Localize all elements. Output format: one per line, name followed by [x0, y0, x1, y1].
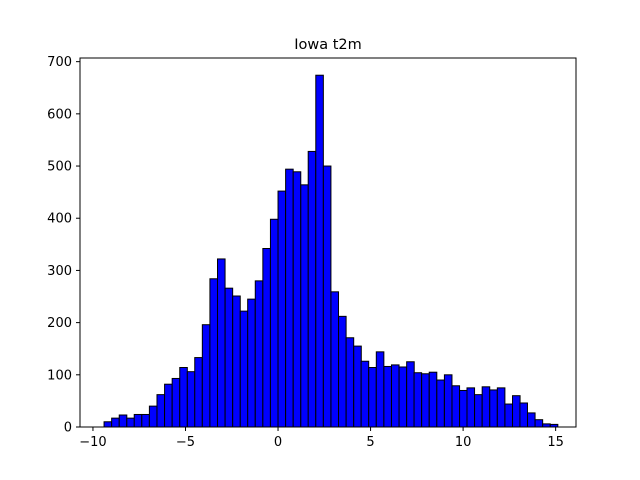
histogram-bar: [398, 366, 408, 428]
x-tick-label: 15: [547, 435, 564, 450]
histogram-bar: [512, 395, 521, 428]
histogram-bar: [428, 371, 438, 428]
histogram-bar: [254, 280, 264, 428]
histogram-bar: [148, 405, 158, 428]
histogram-bar: [111, 417, 120, 428]
chart-title: Iowa t2m: [294, 37, 362, 53]
y-tick-label: 200: [47, 316, 72, 331]
histogram-bar: [186, 371, 196, 428]
histogram-bar: [118, 414, 128, 428]
histogram-bar: [126, 417, 135, 428]
y-tick-label: 500: [47, 160, 72, 175]
histogram-bar: [534, 419, 544, 428]
histogram-bar: [360, 360, 370, 428]
y-tick-label: 600: [47, 107, 72, 122]
histogram-bar: [201, 324, 211, 428]
histogram-bar: [269, 218, 279, 428]
histogram-bar: [239, 310, 249, 428]
x-tick-label: 0: [274, 435, 282, 450]
x-tick-label: 5: [366, 435, 374, 450]
histogram-bar: [133, 413, 143, 428]
histogram-bar: [466, 387, 476, 428]
histogram-bar: [171, 377, 181, 428]
histogram-bar: [519, 402, 528, 428]
histogram-bar: [459, 389, 468, 428]
histogram-bar: [353, 345, 362, 428]
histogram-bar: [292, 171, 302, 428]
histogram-bar: [338, 315, 347, 428]
histogram-bar: [322, 165, 332, 428]
y-tick-label: 700: [47, 55, 72, 70]
histogram-bar: [300, 184, 309, 428]
histogram-bar: [421, 373, 430, 428]
histogram-bar: [527, 412, 536, 428]
y-tick-label: 400: [47, 212, 72, 227]
histogram-bar: [481, 386, 491, 428]
histogram-bar: [307, 150, 317, 428]
histogram-bar: [390, 364, 400, 428]
histogram-bar: [209, 278, 218, 428]
histogram-bar: [277, 190, 287, 428]
plot-area-frame: [79, 57, 577, 428]
histogram-bar: [443, 374, 453, 428]
histogram-bar: [496, 387, 506, 428]
histogram-bar: [232, 295, 241, 428]
histogram-bar: [451, 385, 461, 428]
histogram-bar: [179, 367, 188, 428]
histogram-bar: [413, 372, 423, 428]
histogram-bar: [164, 383, 173, 428]
histogram-bar: [330, 291, 340, 428]
y-tick-label: 0: [64, 421, 72, 436]
histogram-bar: [141, 413, 150, 428]
histogram-bar: [504, 403, 513, 428]
histogram-bar: [315, 74, 324, 428]
histogram-bar: [262, 248, 271, 428]
y-tick-label: 300: [47, 264, 72, 279]
histogram-bar: [375, 351, 385, 428]
histogram-bar: [285, 168, 294, 428]
x-tick-label: 10: [455, 435, 472, 450]
histogram-bar: [406, 361, 415, 428]
x-axis-ticks: −10 −5 0 5 10 15: [79, 427, 564, 450]
histogram-bar: [383, 365, 392, 428]
histogram-bar: [474, 394, 483, 428]
histogram-bar: [194, 357, 203, 428]
histogram-bar: [103, 421, 113, 428]
histogram-bar: [436, 379, 445, 428]
histogram-bar: [345, 337, 355, 428]
histogram-bar: [156, 394, 166, 428]
histogram-bar: [368, 367, 377, 428]
y-axis-ticks: 0 100 200 300 400 500 600 700: [47, 55, 80, 436]
histogram-bar: [217, 258, 226, 428]
histogram-bar: [489, 389, 498, 428]
x-tick-label: −5: [176, 435, 195, 450]
x-tick-label: −10: [79, 435, 106, 450]
histogram-bar: [224, 287, 234, 428]
y-tick-label: 100: [47, 368, 72, 383]
histogram-bar: [247, 298, 256, 428]
